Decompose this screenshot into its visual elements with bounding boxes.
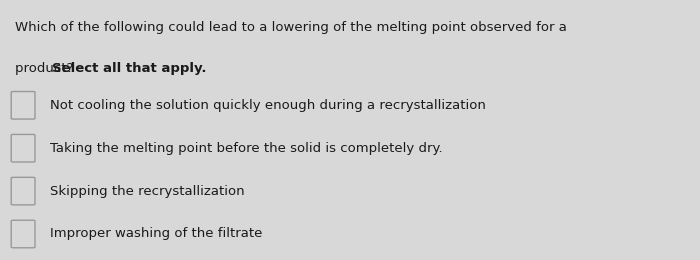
Text: Which of the following could lead to a lowering of the melting point observed fo: Which of the following could lead to a l… bbox=[15, 21, 567, 34]
Text: Not cooling the solution quickly enough during a recrystallization: Not cooling the solution quickly enough … bbox=[50, 99, 486, 112]
FancyBboxPatch shape bbox=[11, 134, 35, 162]
Text: Skipping the recrystallization: Skipping the recrystallization bbox=[50, 185, 245, 198]
Text: Select all that apply.: Select all that apply. bbox=[52, 62, 206, 75]
FancyBboxPatch shape bbox=[11, 220, 35, 248]
Text: Improper washing of the filtrate: Improper washing of the filtrate bbox=[50, 228, 262, 240]
FancyBboxPatch shape bbox=[11, 92, 35, 119]
Text: Taking the melting point before the solid is completely dry.: Taking the melting point before the soli… bbox=[50, 142, 443, 155]
Text: product?: product? bbox=[15, 62, 78, 75]
FancyBboxPatch shape bbox=[11, 177, 35, 205]
